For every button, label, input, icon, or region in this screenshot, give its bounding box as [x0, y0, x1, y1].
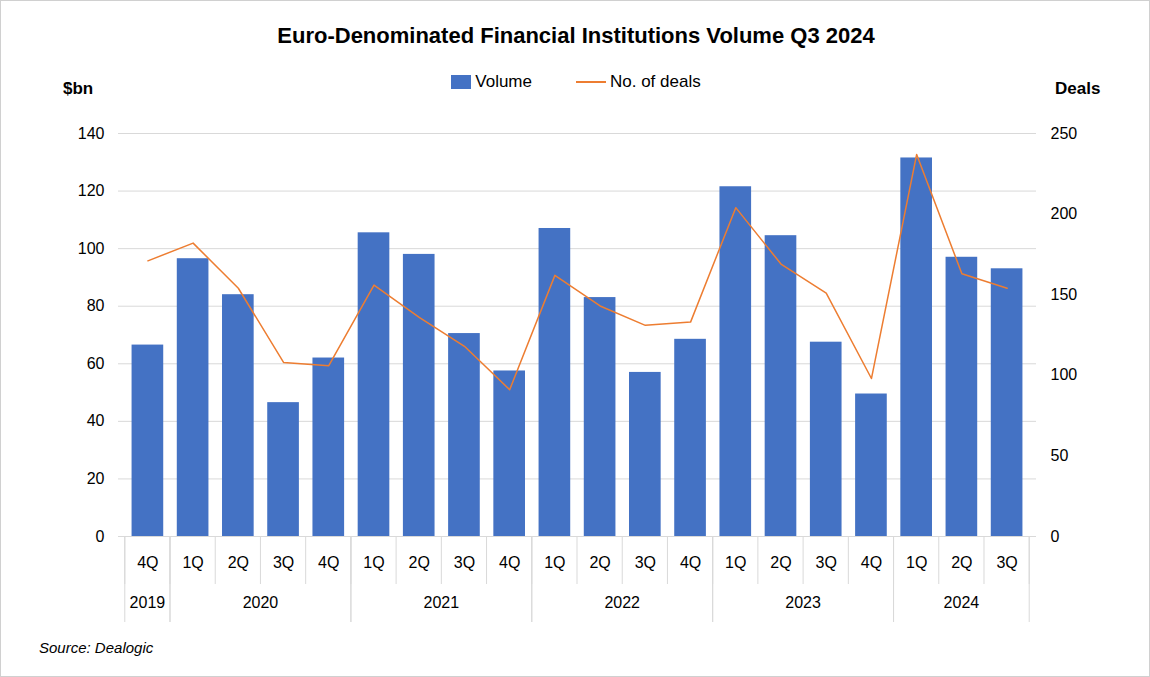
svg-text:2024: 2024 — [944, 594, 980, 611]
svg-text:3Q: 3Q — [635, 554, 656, 571]
svg-text:2Q: 2Q — [770, 554, 791, 571]
svg-text:1Q: 1Q — [363, 554, 384, 571]
svg-text:4Q: 4Q — [861, 554, 882, 571]
html-text:No. of deals: No. of deals — [610, 72, 701, 91]
svg-text:80: 80 — [87, 297, 105, 314]
svg-text:2022: 2022 — [604, 594, 640, 611]
svg-text:3Q: 3Q — [996, 554, 1017, 571]
svg-text:100: 100 — [1051, 366, 1078, 383]
svg-text:2023: 2023 — [785, 594, 821, 611]
svg-text:40: 40 — [87, 412, 105, 429]
html-text:Source: Dealogic: Source: Dealogic — [39, 639, 154, 656]
html-text:$bn: $bn — [63, 79, 94, 98]
svg-text:2Q: 2Q — [589, 554, 610, 571]
svg-text:2Q: 2Q — [951, 554, 972, 571]
svg-text:20: 20 — [87, 470, 105, 487]
svg-text:1Q: 1Q — [906, 554, 927, 571]
svg-text:120: 120 — [78, 182, 105, 199]
svg-text:1Q: 1Q — [182, 554, 203, 571]
svg-text:3Q: 3Q — [816, 554, 837, 571]
svg-text:3Q: 3Q — [454, 554, 475, 571]
svg-text:2Q: 2Q — [409, 554, 430, 571]
html-text:Volume: Volume — [475, 72, 532, 91]
svg-text:1Q: 1Q — [544, 554, 565, 571]
svg-text:200: 200 — [1051, 205, 1078, 222]
svg-text:250: 250 — [1051, 125, 1078, 142]
svg-text:150: 150 — [1051, 286, 1078, 303]
svg-text:2019: 2019 — [130, 594, 166, 611]
svg-text:3Q: 3Q — [273, 554, 294, 571]
html-text:Deals: Deals — [1055, 79, 1101, 98]
svg-text:2020: 2020 — [243, 594, 279, 611]
svg-text:50: 50 — [1051, 447, 1069, 464]
svg-text:4Q: 4Q — [499, 554, 520, 571]
svg-text:100: 100 — [78, 240, 105, 257]
svg-text:0: 0 — [96, 528, 105, 545]
svg-text:2Q: 2Q — [228, 554, 249, 571]
svg-text:60: 60 — [87, 355, 105, 372]
svg-text:0: 0 — [1051, 528, 1060, 545]
svg-text:4Q: 4Q — [318, 554, 339, 571]
html-text:Euro-Denominated Financial Ins: Euro-Denominated Financial Institutions … — [277, 23, 875, 48]
svg-text:2021: 2021 — [424, 594, 460, 611]
svg-text:1Q: 1Q — [725, 554, 746, 571]
svg-text:4Q: 4Q — [680, 554, 701, 571]
svg-text:140: 140 — [78, 125, 105, 142]
svg-text:4Q: 4Q — [137, 554, 158, 571]
